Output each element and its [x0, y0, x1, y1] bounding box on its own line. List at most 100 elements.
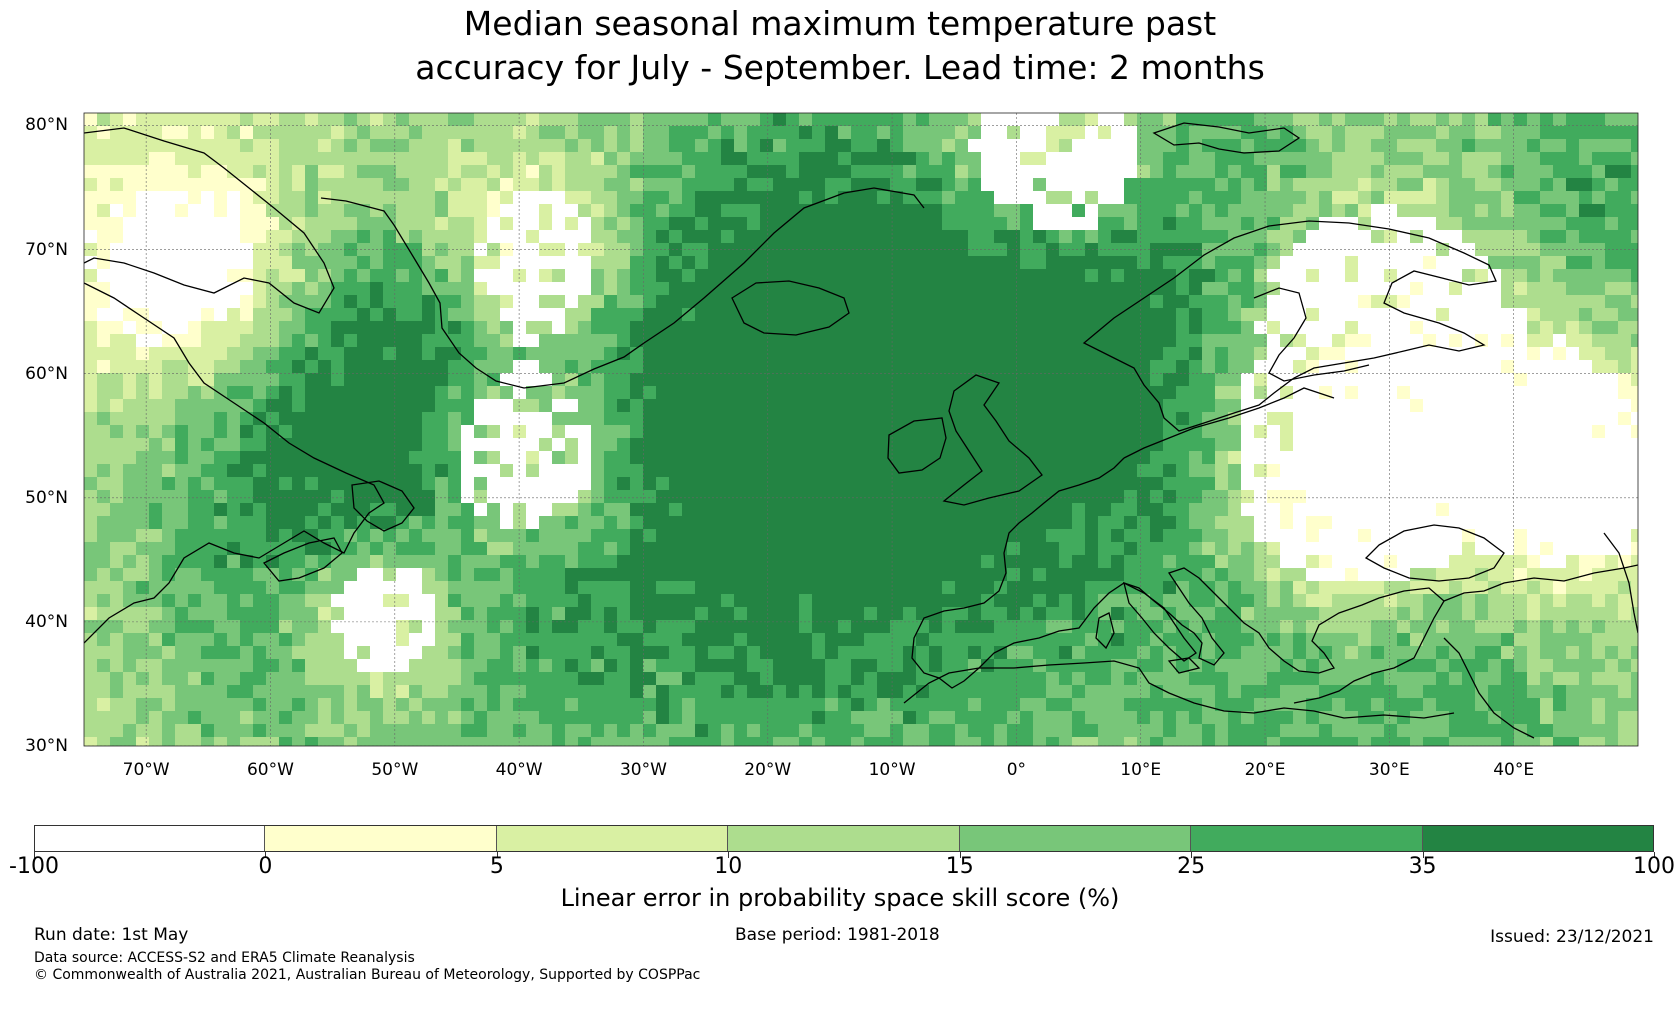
skill-cell — [227, 139, 241, 153]
skill-cell — [1098, 152, 1112, 166]
skill-cell — [1449, 386, 1463, 400]
skill-cell — [461, 490, 475, 504]
skill-cell — [422, 451, 436, 465]
skill-cell — [240, 399, 254, 413]
skill-cell — [708, 321, 722, 335]
skill-cell — [981, 308, 995, 322]
skill-cell — [734, 373, 748, 387]
skill-cell — [97, 646, 111, 660]
skill-cell — [526, 217, 540, 231]
skill-cell — [838, 347, 852, 361]
skill-cell — [1020, 204, 1034, 218]
skill-cell — [1020, 295, 1034, 309]
skill-cell — [1098, 360, 1112, 374]
skill-cell — [1514, 282, 1528, 296]
skill-cell — [1293, 269, 1307, 283]
skill-cell — [526, 191, 540, 205]
skill-cell — [253, 139, 267, 153]
skill-cell — [1176, 607, 1190, 621]
skill-cell — [1384, 529, 1398, 543]
skill-cell — [565, 152, 579, 166]
skill-cell — [747, 633, 761, 647]
skill-cell — [383, 633, 397, 647]
skill-cell — [812, 425, 826, 439]
skill-cell — [1436, 295, 1450, 309]
skill-cell — [513, 594, 527, 608]
skill-cell — [1241, 256, 1255, 270]
skill-cell — [1137, 568, 1151, 582]
skill-cell — [955, 334, 969, 348]
skill-cell — [734, 581, 748, 595]
skill-cell — [1579, 607, 1593, 621]
skill-cell — [240, 321, 254, 335]
skill-cell — [513, 529, 527, 543]
skill-cell — [240, 295, 254, 309]
skill-cell — [1462, 360, 1476, 374]
skill-cell — [1189, 165, 1203, 179]
skill-cell — [1033, 399, 1047, 413]
skill-cell — [578, 321, 592, 335]
skill-cell — [721, 360, 735, 374]
skill-cell — [604, 555, 618, 569]
skill-cell — [1098, 438, 1112, 452]
skill-cell — [721, 425, 735, 439]
skill-cell — [1332, 347, 1346, 361]
skill-cell — [474, 386, 488, 400]
skill-cell — [1111, 399, 1125, 413]
skill-cell — [422, 269, 436, 283]
skill-cell — [747, 646, 761, 660]
skill-cell — [760, 516, 774, 530]
skill-cell — [1371, 152, 1385, 166]
skill-cell — [1605, 581, 1619, 595]
skill-cell — [786, 555, 800, 569]
skill-cell — [292, 516, 306, 530]
skill-cell — [1306, 256, 1320, 270]
skill-cell — [682, 607, 696, 621]
skill-cell — [266, 542, 280, 556]
skill-cell — [708, 646, 722, 660]
skill-cell — [396, 308, 410, 322]
skill-cell — [1189, 282, 1203, 296]
skill-cell — [188, 386, 202, 400]
skill-cell — [266, 360, 280, 374]
skill-cell — [1514, 139, 1528, 153]
skill-cell — [864, 490, 878, 504]
skill-cell — [890, 594, 904, 608]
skill-cell — [1501, 217, 1515, 231]
skill-cell — [955, 581, 969, 595]
skill-cell — [1592, 217, 1606, 231]
skill-cell — [318, 178, 332, 192]
skill-cell — [357, 139, 371, 153]
skill-cell — [292, 204, 306, 218]
skill-cell — [565, 282, 579, 296]
skill-cell — [513, 204, 527, 218]
skill-cell — [890, 321, 904, 335]
skill-cell — [266, 425, 280, 439]
skill-cell — [1553, 529, 1567, 543]
skill-cell — [422, 412, 436, 426]
skill-cell — [942, 620, 956, 634]
skill-cell — [1124, 386, 1138, 400]
skill-cell — [201, 399, 215, 413]
skill-cell — [1124, 399, 1138, 413]
skill-cell — [955, 620, 969, 634]
skill-cell — [1501, 503, 1515, 517]
skill-cell — [552, 516, 566, 530]
skill-cell — [903, 347, 917, 361]
skill-cell — [240, 542, 254, 556]
skill-cell — [201, 152, 215, 166]
skill-cell — [1540, 568, 1554, 582]
skill-cell — [1592, 230, 1606, 244]
skill-cell — [97, 308, 111, 322]
skill-cell — [1475, 490, 1489, 504]
skill-cell — [1215, 347, 1229, 361]
skill-cell — [357, 620, 371, 634]
skill-cell — [812, 542, 826, 556]
skill-cell — [123, 646, 137, 660]
skill-cell — [1150, 399, 1164, 413]
skill-cell — [1215, 490, 1229, 504]
skill-cell — [1605, 256, 1619, 270]
skill-cell — [461, 529, 475, 543]
skill-cell — [1124, 321, 1138, 335]
skill-cell — [1033, 633, 1047, 647]
